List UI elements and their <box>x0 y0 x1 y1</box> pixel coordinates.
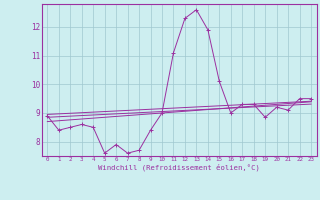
X-axis label: Windchill (Refroidissement éolien,°C): Windchill (Refroidissement éolien,°C) <box>98 164 260 171</box>
